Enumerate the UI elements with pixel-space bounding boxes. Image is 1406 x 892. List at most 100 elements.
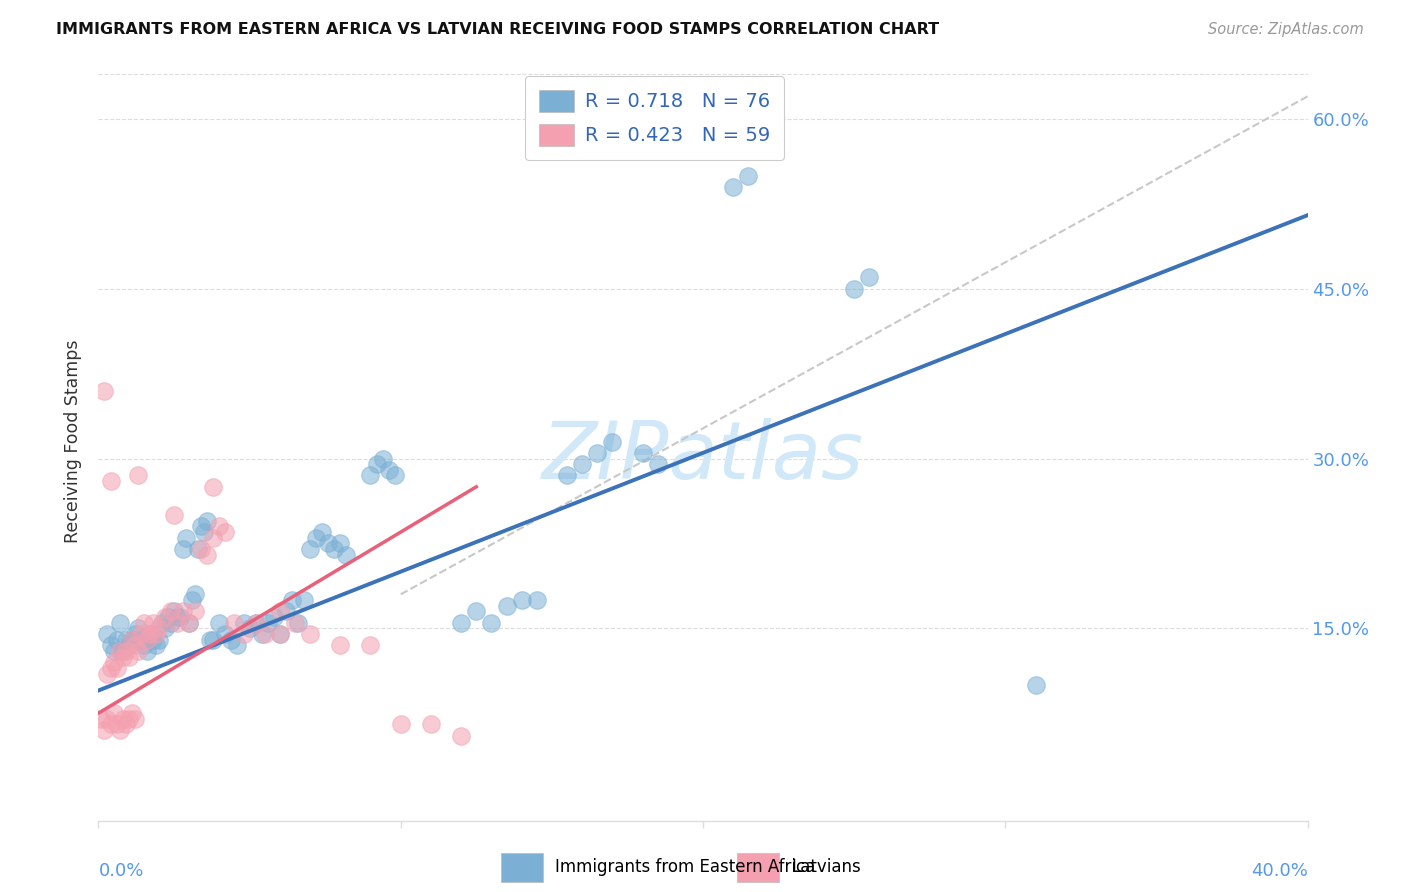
Point <box>311 524 333 539</box>
Point <box>179 615 201 630</box>
Point <box>323 542 346 557</box>
Point <box>305 531 328 545</box>
Point <box>90 712 112 726</box>
Point <box>202 531 225 545</box>
Point <box>190 519 212 533</box>
Point <box>114 644 136 658</box>
Point <box>103 655 125 669</box>
Point <box>299 627 322 641</box>
Point <box>329 638 352 652</box>
Legend: R = 0.718   N = 76, R = 0.423   N = 59: R = 0.718 N = 76, R = 0.423 N = 59 <box>524 76 785 160</box>
Point <box>166 615 188 630</box>
Point <box>495 599 517 613</box>
Point <box>360 468 382 483</box>
Point <box>174 531 197 545</box>
Point <box>127 621 149 635</box>
Point <box>1024 678 1046 692</box>
Point <box>481 615 503 630</box>
Point <box>195 548 218 562</box>
Point <box>153 621 176 635</box>
Point <box>571 457 593 471</box>
Point <box>135 644 157 658</box>
Point <box>299 542 322 557</box>
Point <box>100 661 122 675</box>
Point <box>202 632 225 647</box>
Point <box>127 644 149 658</box>
Point <box>148 632 170 647</box>
Point <box>239 621 262 635</box>
Point <box>121 632 143 647</box>
Text: IMMIGRANTS FROM EASTERN AFRICA VS LATVIAN RECEIVING FOOD STAMPS CORRELATION CHAR: IMMIGRANTS FROM EASTERN AFRICA VS LATVIA… <box>56 22 939 37</box>
Point <box>105 632 128 647</box>
Point <box>169 610 191 624</box>
Point <box>858 270 880 285</box>
Point <box>96 666 118 681</box>
Point <box>156 610 179 624</box>
Point <box>100 474 122 488</box>
Point <box>586 446 609 460</box>
Point <box>121 632 143 647</box>
Point <box>737 169 759 183</box>
Point <box>214 627 236 641</box>
Point <box>111 712 134 726</box>
Point <box>172 542 194 557</box>
Point <box>129 627 152 641</box>
Point <box>263 610 285 624</box>
Point <box>269 627 291 641</box>
Point <box>153 610 176 624</box>
Point <box>124 627 146 641</box>
Point <box>224 615 246 630</box>
Point <box>160 604 183 618</box>
Point <box>202 480 225 494</box>
Text: Immigrants from Eastern Africa: Immigrants from Eastern Africa <box>555 858 815 877</box>
Point <box>150 615 173 630</box>
Point <box>221 632 243 647</box>
Point <box>631 446 654 460</box>
Point <box>166 610 188 624</box>
Point <box>269 604 291 618</box>
Point <box>187 542 209 557</box>
Point <box>145 638 167 652</box>
Point <box>111 644 134 658</box>
Point <box>329 536 352 550</box>
Point <box>389 717 412 731</box>
Point <box>108 723 131 738</box>
Point <box>114 632 136 647</box>
Point <box>103 644 125 658</box>
Text: 0.0%: 0.0% <box>98 863 143 880</box>
Point <box>253 627 276 641</box>
Point <box>103 706 125 720</box>
Point <box>139 627 162 641</box>
Point <box>124 638 146 652</box>
Y-axis label: Receiving Food Stamps: Receiving Food Stamps <box>65 340 83 543</box>
Point <box>163 508 186 522</box>
Point <box>232 627 254 641</box>
Point <box>195 514 218 528</box>
Point <box>510 593 533 607</box>
Point <box>602 434 624 449</box>
Point <box>420 717 443 731</box>
Point <box>245 615 267 630</box>
Point <box>179 615 201 630</box>
Point <box>160 615 183 630</box>
Point <box>208 519 231 533</box>
Point <box>172 604 194 618</box>
Point <box>132 638 155 652</box>
Point <box>232 615 254 630</box>
Point <box>163 604 186 618</box>
Text: Source: ZipAtlas.com: Source: ZipAtlas.com <box>1208 22 1364 37</box>
Point <box>287 615 309 630</box>
Point <box>96 627 118 641</box>
Point <box>256 615 278 630</box>
Point <box>193 524 215 539</box>
Point <box>121 706 143 720</box>
Point <box>366 457 388 471</box>
FancyBboxPatch shape <box>501 854 543 881</box>
Point <box>450 615 472 630</box>
Point <box>105 717 128 731</box>
Point <box>200 632 222 647</box>
Point <box>145 627 167 641</box>
Point <box>114 717 136 731</box>
Point <box>281 593 304 607</box>
Point <box>148 621 170 635</box>
